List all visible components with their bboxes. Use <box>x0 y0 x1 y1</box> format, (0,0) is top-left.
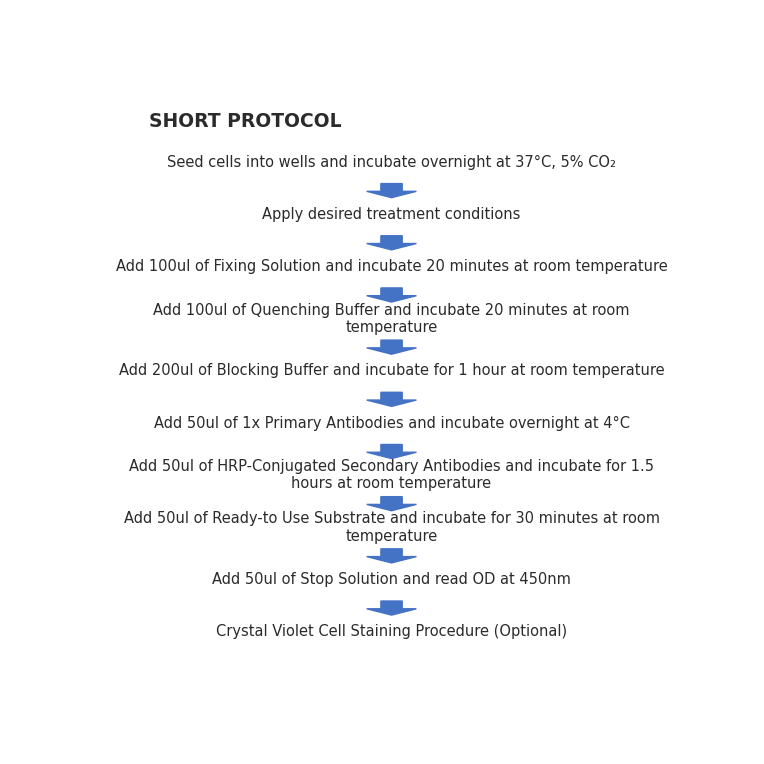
Polygon shape <box>367 549 416 563</box>
Polygon shape <box>367 183 416 198</box>
Text: Add 50ul of HRP-Conjugated Secondary Antibodies and incubate for 1.5
hours at ro: Add 50ul of HRP-Conjugated Secondary Ant… <box>129 459 654 491</box>
Text: Seed cells into wells and incubate overnight at 37°C, 5% CO₂: Seed cells into wells and incubate overn… <box>167 154 616 170</box>
Polygon shape <box>367 392 416 406</box>
Polygon shape <box>367 601 416 615</box>
Text: Add 50ul of Stop Solution and read OD at 450nm: Add 50ul of Stop Solution and read OD at… <box>212 572 571 587</box>
Polygon shape <box>367 445 416 458</box>
Text: Add 100ul of Quenching Buffer and incubate 20 minutes at room
temperature: Add 100ul of Quenching Buffer and incuba… <box>154 303 630 335</box>
Text: Add 100ul of Fixing Solution and incubate 20 minutes at room temperature: Add 100ul of Fixing Solution and incubat… <box>115 259 668 274</box>
Polygon shape <box>367 236 416 250</box>
Text: Crystal Violet Cell Staining Procedure (Optional): Crystal Violet Cell Staining Procedure (… <box>216 624 567 639</box>
Text: Add 200ul of Blocking Buffer and incubate for 1 hour at room temperature: Add 200ul of Blocking Buffer and incubat… <box>118 364 665 378</box>
Text: Add 50ul of 1x Primary Antibodies and incubate overnight at 4°C: Add 50ul of 1x Primary Antibodies and in… <box>154 416 630 431</box>
Polygon shape <box>367 340 416 354</box>
Text: Add 50ul of Ready-to Use Substrate and incubate for 30 minutes at room
temperatu: Add 50ul of Ready-to Use Substrate and i… <box>124 511 659 544</box>
Polygon shape <box>367 497 416 511</box>
Text: SHORT PROTOCOL: SHORT PROTOCOL <box>149 112 342 131</box>
Polygon shape <box>367 288 416 302</box>
Text: Apply desired treatment conditions: Apply desired treatment conditions <box>262 207 521 222</box>
